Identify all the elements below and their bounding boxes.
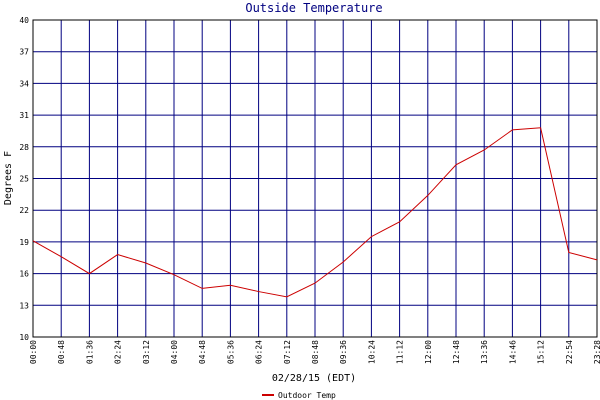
x-tick-label: 08:48: [311, 340, 320, 364]
x-tick-label: 00:48: [57, 340, 66, 364]
x-tick-label: 06:24: [255, 340, 264, 364]
y-tick-label: 28: [19, 143, 29, 152]
y-axis-label: Degrees F: [3, 151, 14, 205]
y-tick-label: 13: [19, 301, 29, 310]
x-tick-label: 01:36: [85, 340, 94, 364]
x-tick-label: 03:12: [142, 340, 151, 364]
x-tick-label: 22:54: [565, 340, 574, 364]
x-tick-label: 07:12: [283, 340, 292, 364]
x-tick-label: 10:24: [367, 340, 376, 364]
x-tick-label: 12:48: [452, 340, 461, 364]
x-tick-label: 09:36: [339, 340, 348, 364]
x-tick-label: 04:00: [170, 340, 179, 364]
y-tick-label: 31: [19, 111, 29, 120]
x-tick-label: 13:36: [480, 340, 489, 364]
data-line: [32, 127, 598, 298]
y-tick-label: 40: [19, 16, 29, 25]
x-tick-label: 15:12: [537, 340, 546, 364]
x-tick-label: 05:36: [226, 340, 235, 364]
x-tick-label: 02:24: [114, 340, 123, 364]
x-tick-label: 00:00: [29, 340, 38, 364]
y-tick-label: 10: [19, 333, 29, 342]
x-tick-label: 12:00: [424, 340, 433, 364]
x-axis-label: 02/28/15 (EDT): [272, 373, 356, 384]
x-tick-label: 23:28: [593, 340, 600, 364]
y-tick-label: 37: [19, 48, 29, 57]
y-tick-label: 25: [19, 175, 29, 184]
legend-label: Outdoor Temp: [278, 391, 336, 400]
x-tick-label: 04:48: [198, 340, 207, 364]
y-tick-label: 34: [19, 79, 29, 88]
y-tick-label: 22: [19, 206, 29, 215]
y-tick-label: 16: [19, 270, 29, 279]
plot-border: [32, 19, 598, 338]
x-tick-label: 14:46: [508, 340, 517, 364]
x-tick-label: 11:12: [396, 340, 405, 364]
y-tick-label: 19: [19, 238, 29, 247]
chart-title: Outside Temperature: [245, 1, 382, 15]
